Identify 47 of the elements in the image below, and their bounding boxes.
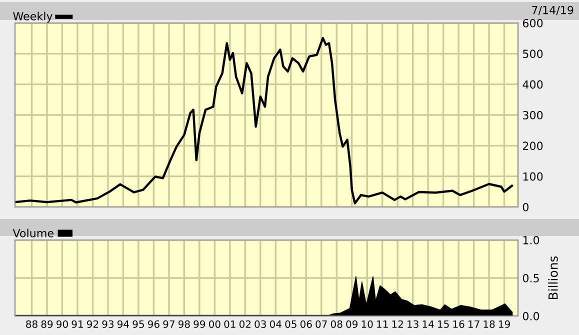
- x-tick-label: 03: [254, 320, 266, 328]
- x-tick-label: 94: [117, 320, 130, 328]
- x-tick-label: 97: [163, 320, 174, 328]
- text: 7/14/19: [532, 6, 574, 16]
- y-tick-label: 1.0: [523, 236, 540, 244]
- x-tick-label: 88: [26, 320, 38, 328]
- x-tick-label: 05: [285, 320, 296, 328]
- x-tick-label: 98: [178, 320, 190, 328]
- x-tick-label: 90: [56, 320, 68, 328]
- x-tick-label: 01: [224, 320, 236, 328]
- x-tick-label: 00: [208, 320, 220, 328]
- x-tick-label: 16: [453, 320, 464, 328]
- y-tick-label: 0: [522, 202, 528, 212]
- x-tick-label: 15: [438, 320, 449, 328]
- x-tick-label: 04: [270, 320, 282, 328]
- y-axis-title: Billions: [548, 256, 558, 300]
- legend-label: Volume: [12, 228, 54, 238]
- x-tick-label: 10: [362, 320, 373, 328]
- x-tick-label: 08: [330, 320, 342, 328]
- x-tick-label: 96: [148, 320, 160, 328]
- x-tick-label: 99: [194, 320, 206, 328]
- x-tick-label: 18: [484, 320, 495, 328]
- y-tick-label: 0.0: [522, 312, 540, 320]
- x-tick-label: 92: [87, 320, 98, 328]
- x-tick-label: 02: [239, 320, 251, 328]
- x-tick-label: 17: [468, 320, 480, 328]
- x-tick-label: 95: [132, 320, 144, 328]
- y-tick-label: 400: [522, 80, 543, 89]
- x-tick-label: 06: [300, 320, 312, 328]
- x-tick-label: 14: [422, 320, 434, 328]
- x-tick-label: 07: [316, 320, 327, 328]
- x-tick-label: 09: [346, 320, 358, 328]
- y-tick-label: 300: [523, 110, 543, 120]
- x-tick-label: 11: [377, 320, 388, 328]
- y-tick-label: 100: [523, 172, 543, 181]
- y-tick-label: 600: [522, 18, 543, 28]
- x-tick-label: 89: [41, 320, 53, 328]
- x-tick-label: 13: [408, 320, 418, 328]
- y-tick-label: 500: [523, 50, 543, 58]
- x-tick-label: 12: [392, 320, 403, 328]
- x-tick-label: 91: [72, 320, 83, 328]
- y-tick-label: 0.5: [522, 274, 539, 282]
- y-tick-label: 200: [522, 142, 543, 150]
- x-tick-label: 19: [499, 320, 510, 328]
- x-tick-label: 93: [102, 320, 114, 328]
- legend-label: Weekly: [13, 12, 52, 23]
- line-series: [15, 36, 514, 204]
